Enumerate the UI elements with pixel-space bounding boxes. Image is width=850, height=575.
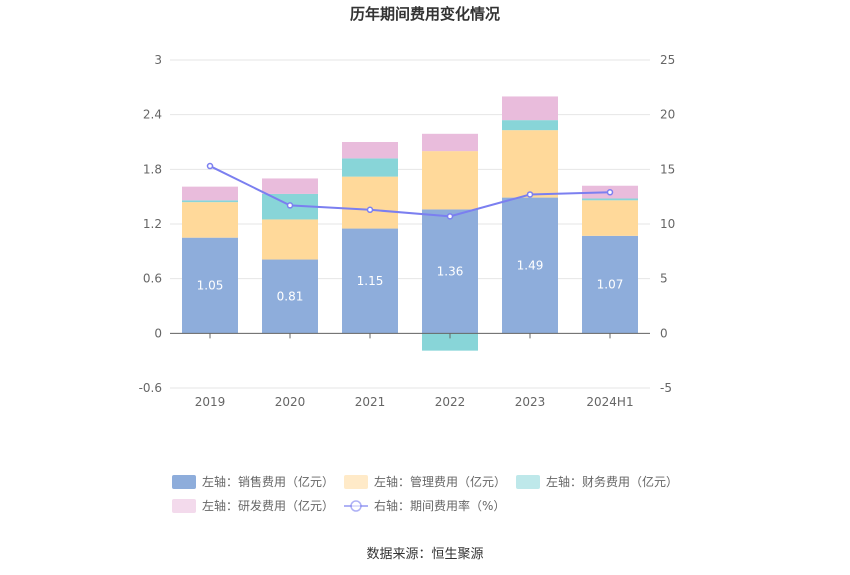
x-tick-label: 2019 [195,395,226,409]
rate-point [526,191,534,198]
legend: 左轴：销售费用（亿元） 左轴：管理费用（亿元） 左轴：财务费用（亿元） 左轴：研发费用… [172,474,678,513]
x-tick-label: 2023 [515,395,546,409]
bar-segment [422,209,478,334]
bar-segment [342,228,398,334]
legend-item: 左轴：研发费用（亿元） [172,498,334,513]
bar-segment [502,197,558,334]
legend-label: 左轴：研发费用（亿元） [202,498,334,513]
bar-segment [582,235,638,334]
bar-segment [422,151,478,210]
expense-rate-line [206,162,614,220]
legend-marker [350,500,362,512]
bar-segment [502,120,558,131]
right-tick-label: 20 [660,108,675,122]
x-axis-ticks: 2019 2020 2021 2022 2023 2024H1 [195,395,634,409]
left-tick-label: -0.6 [139,381,162,395]
legend-item: 左轴：管理费用（亿元） [344,474,506,489]
right-axis-ticks: -5 0 5 10 15 20 25 [660,53,675,395]
bar-segment [502,130,558,198]
x-tick-label: 2020 [275,395,306,409]
bar-segment [182,237,238,334]
bar-segment [582,200,638,236]
x-tick-label: 2022 [435,395,466,409]
rate-point [446,213,454,220]
legend-label: 左轴：财务费用（亿元） [546,474,678,489]
bar-segment [262,259,318,334]
legend-item: 右轴：期间费用率（%） [344,498,505,513]
bar-segment [182,202,238,238]
bar-value-label: 1.07 [597,278,624,292]
bar-segment [342,158,398,177]
legend-swatch [172,475,196,489]
rate-point [366,206,374,214]
left-tick-label: 2.4 [143,108,162,122]
bar-segment [342,176,398,229]
bar-segment [502,96,558,121]
right-tick-label: 25 [660,53,675,67]
left-tick-label: 1.8 [143,162,162,176]
x-tick-label: 2024H1 [586,395,633,409]
bar-value-label: 1.15 [357,274,384,288]
x-tick-label: 2021 [355,395,386,409]
rate-point [606,189,614,196]
rate-point [286,202,294,209]
bar-segment [182,200,238,203]
right-tick-label: -5 [660,381,672,395]
bar-value-labels: 1.05 0.81 1.15 1.36 1.49 1.07 [197,258,624,303]
legend-label: 左轴：销售费用（亿元） [202,474,334,489]
right-tick-label: 15 [660,162,675,176]
rate-point [206,162,214,170]
stacked-bars [182,96,638,351]
left-tick-label: 0 [154,326,162,340]
source-note: 数据来源：恒生聚源 [366,547,483,562]
left-axis-ticks: -0.6 0 0.6 1.2 1.8 2.4 3 [139,53,162,395]
legend-item: 左轴：财务费用（亿元） [516,474,678,489]
bar-segment [342,142,398,159]
legend-swatch [344,475,368,489]
right-tick-label: 10 [660,217,675,231]
bar-value-label: 0.81 [277,289,304,303]
x-axis [170,332,650,339]
legend-label: 右轴：期间费用率（%） [374,498,505,513]
bar-value-label: 1.05 [197,279,224,293]
left-tick-label: 3 [154,53,162,67]
bar-segment [182,186,238,201]
bar-segment [262,219,318,260]
left-tick-label: 0.6 [143,272,162,286]
bar-segment [262,178,318,194]
bar-segment [422,133,478,152]
bar-segment [422,333,478,351]
legend-item: 左轴：销售费用（亿元） [172,474,334,489]
bar-value-label: 1.49 [517,258,544,272]
bar-segment [582,198,638,201]
bar-value-label: 1.36 [437,264,464,278]
rate-line-path [209,165,611,218]
left-tick-label: 1.2 [143,217,162,231]
right-tick-label: 0 [660,326,668,340]
grid-lines [170,59,650,389]
legend-swatch [516,475,540,489]
right-tick-label: 5 [660,272,668,286]
chart-title: 历年期间费用变化情况 [350,5,500,23]
legend-swatch [172,499,196,513]
legend-label: 左轴：管理费用（亿元） [374,474,506,489]
